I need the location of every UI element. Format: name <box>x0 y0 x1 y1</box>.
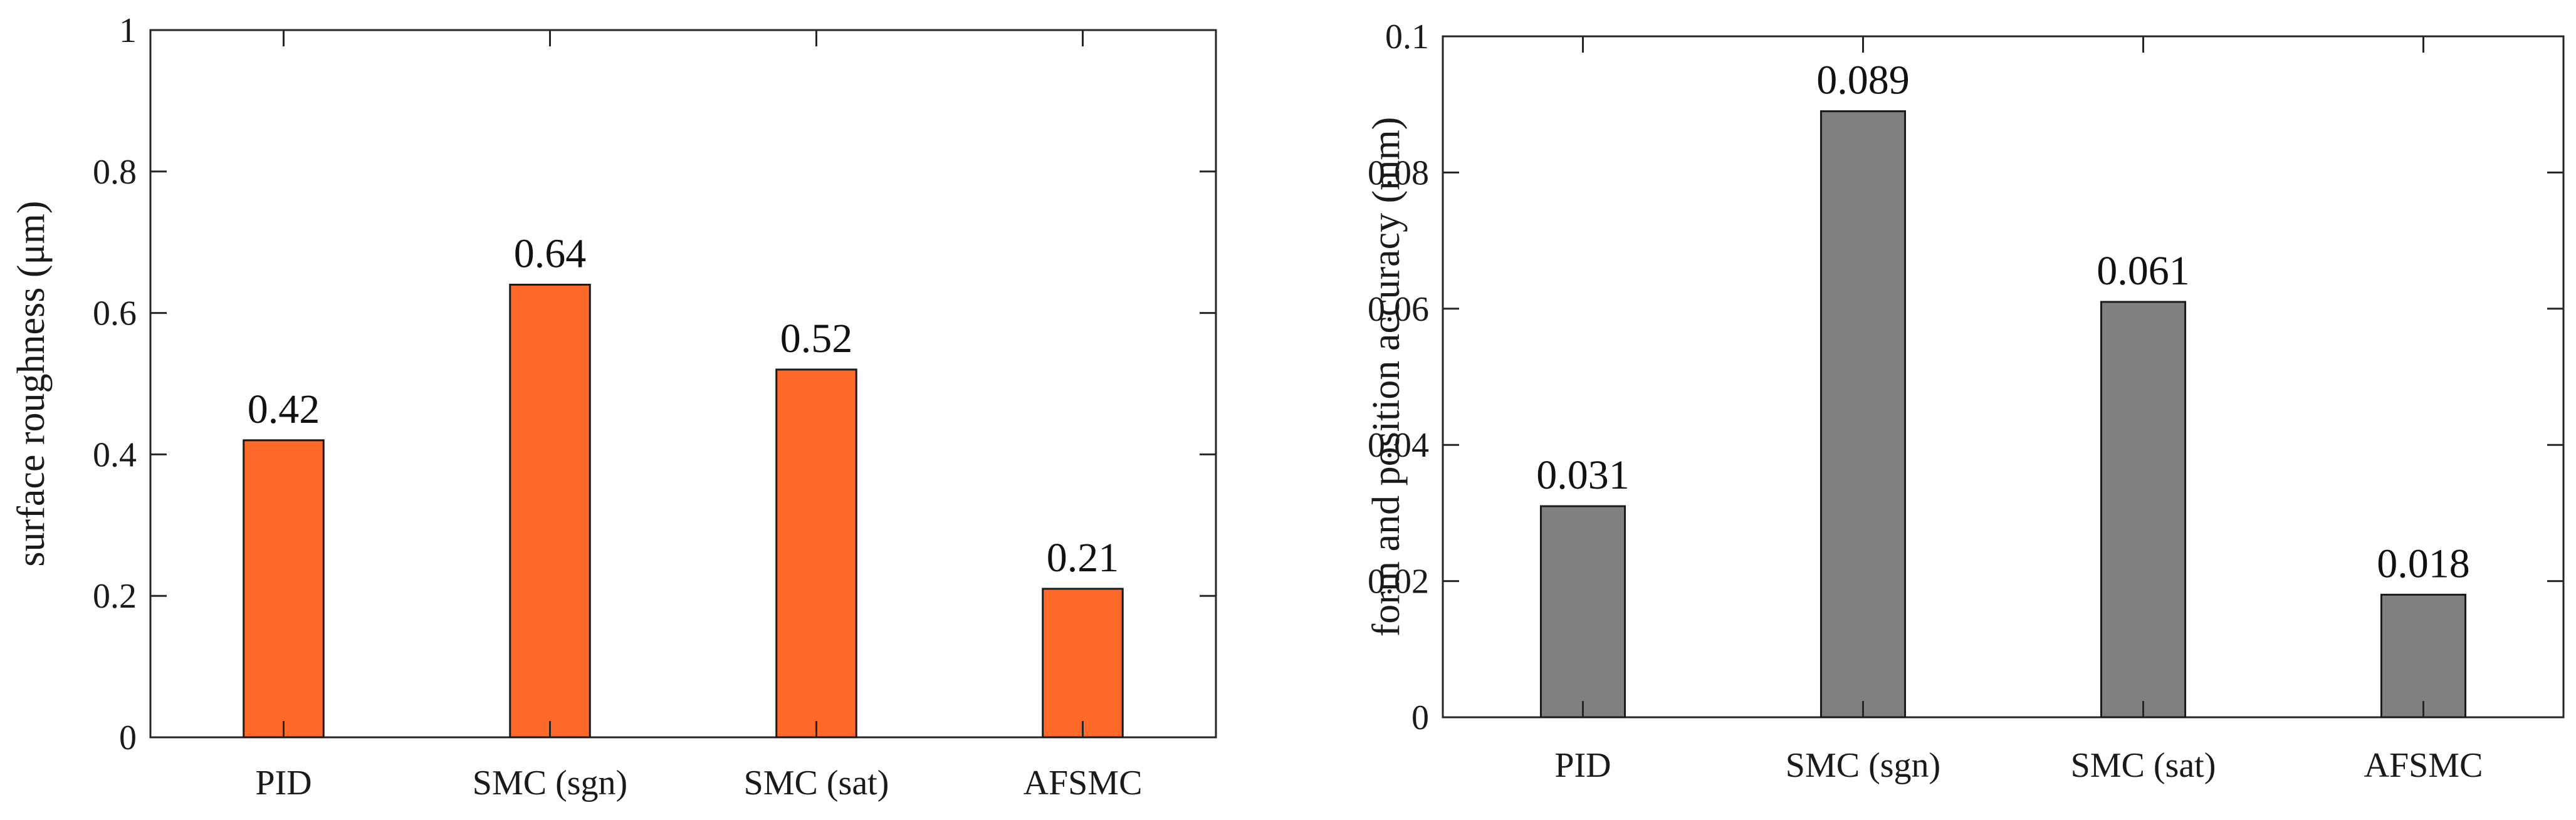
bar-afsmc <box>1042 588 1124 739</box>
x-category-label: AFSMC <box>1024 764 1143 802</box>
bar-pid <box>1539 505 1626 719</box>
bar-value-label: 0.031 <box>1536 452 1630 498</box>
y-tick-label: 0.06 <box>1368 290 1429 329</box>
bar-smc-sgn <box>1819 110 1907 719</box>
bar-afsmc <box>2380 593 2467 719</box>
x-category-label: AFSMC <box>2364 746 2483 785</box>
y-tick-label: 0.04 <box>1368 426 1429 465</box>
x-category-label: SMC (sat) <box>744 764 889 802</box>
y-tick-label: 0.6 <box>93 294 137 333</box>
y-axis-title: surface roughness (μm) <box>10 200 53 566</box>
x-category-label: PID <box>1554 746 1611 785</box>
y-tick-label: 0.4 <box>93 435 137 474</box>
x-category-label: PID <box>255 764 312 802</box>
bar-smc-sat <box>775 368 857 739</box>
y-tick-label: 1 <box>119 11 137 50</box>
x-category-label: SMC (sat) <box>2071 746 2216 785</box>
x-category-label: SMC (sgn) <box>473 764 627 802</box>
y-tick-label: 0.8 <box>93 153 137 192</box>
bar-value-label: 0.42 <box>248 387 320 432</box>
bar-value-label: 0.52 <box>780 316 853 361</box>
bar-pid <box>243 439 325 739</box>
bar-value-label: 0.64 <box>514 231 587 276</box>
bar-smc-sat <box>2100 301 2187 719</box>
surface-roughness-chart: 0 0.2 0.4 0.6 0.8 1 PID 0.42 SMC (sgn) 0.64 SMC (s… <box>10 11 1217 802</box>
y-tick-label: 0 <box>119 719 137 757</box>
form-position-accuracy-chart: 0 0.02 0.04 0.06 0.08 0.1 PID 0.031 SMC (sgn) 0.0… <box>1365 18 2565 785</box>
x-category-label: SMC (sgn) <box>1786 746 1940 785</box>
y-tick-label: 0.1 <box>1385 18 1429 56</box>
y-tick-label: 0.02 <box>1368 563 1429 601</box>
y-tick-label: 0.08 <box>1368 153 1429 192</box>
axes-box <box>1442 35 2565 719</box>
bar-value-label: 0.21 <box>1047 535 1119 581</box>
axes-box <box>149 29 1217 739</box>
bar-value-label: 0.018 <box>2377 541 2470 586</box>
bar-value-label: 0.089 <box>1816 58 1910 103</box>
y-axis-title: form and position accuracy (mm) <box>1365 117 1408 637</box>
bar-value-label: 0.061 <box>2097 248 2190 294</box>
y-tick-label: 0 <box>1411 698 1429 737</box>
y-tick-label: 0.2 <box>93 577 137 616</box>
bar-smc-sgn <box>509 283 591 739</box>
